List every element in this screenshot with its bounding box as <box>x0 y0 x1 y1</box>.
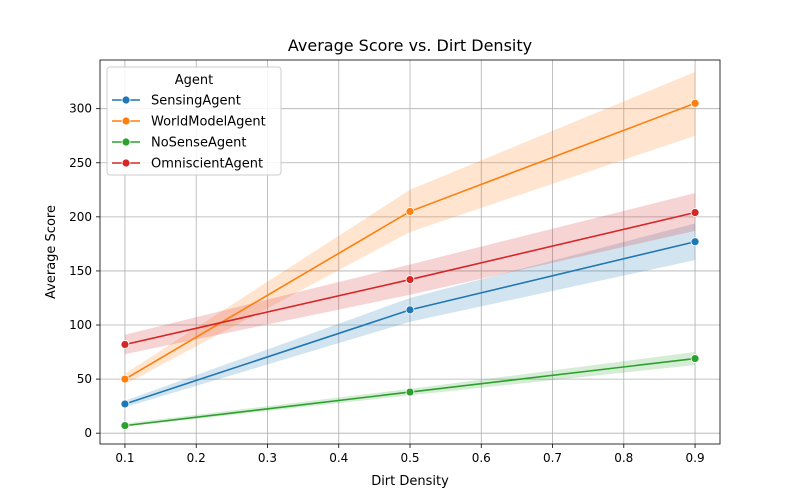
grid <box>100 60 720 444</box>
x-tick-label: 0.4 <box>329 451 348 465</box>
x-tick-label: 0.3 <box>258 451 277 465</box>
point-WorldModelAgent <box>690 98 700 108</box>
legend-label: WorldModelAgent <box>151 115 266 130</box>
y-axis-ticks: 0 50 100 150 200 250 300 <box>69 102 100 440</box>
band-WorldModelAgent <box>124 71 696 385</box>
x-tick-label: 0.1 <box>115 451 134 465</box>
x-axis-label: Dirt Density <box>371 474 449 489</box>
legend-label: NoSenseAgent <box>151 136 246 151</box>
y-tick-label: 50 <box>77 372 92 386</box>
point-SensingAgent <box>120 399 130 409</box>
legend-box <box>106 66 282 176</box>
legend-title: Agent <box>175 73 213 88</box>
x-tick-label: 0.6 <box>472 451 491 465</box>
point-OmniscientAgent <box>690 208 700 217</box>
legend-label: SensingAgent <box>151 94 241 109</box>
point-NoSenseAgent <box>690 354 700 363</box>
point-SensingAgent <box>405 305 415 315</box>
point-OmniscientAgent <box>120 340 130 349</box>
legend-marker-OmniscientAgent <box>121 158 131 168</box>
legend-label: OmniscientAgent <box>151 157 263 172</box>
point-OmniscientAgent <box>405 275 415 284</box>
x-tick-label: 0.9 <box>686 451 705 465</box>
chart-title: Average Score vs. Dirt Density <box>288 36 532 55</box>
y-tick-label: 200 <box>69 210 92 224</box>
y-tick-label: 300 <box>69 102 92 116</box>
legend-marker-NoSenseAgent <box>121 137 131 147</box>
x-axis-ticks: 0.1 0.2 0.3 0.4 0.5 0.6 0.7 0.8 0.9 <box>115 444 705 465</box>
legend-marker-WorldModelAgent <box>121 116 131 126</box>
y-tick-label: 250 <box>69 156 92 170</box>
y-tick-label: 150 <box>69 264 92 278</box>
point-NoSenseAgent <box>120 421 130 431</box>
band-SensingAgent <box>124 223 696 408</box>
legend-marker-SensingAgent <box>121 95 131 105</box>
band-OmniscientAgent <box>124 193 696 355</box>
x-tick-label: 0.2 <box>187 451 206 465</box>
point-NoSenseAgent <box>405 387 415 397</box>
x-tick-label: 0.5 <box>400 451 419 465</box>
series-points <box>120 98 700 431</box>
point-SensingAgent <box>690 237 700 247</box>
point-WorldModelAgent <box>405 207 415 216</box>
point-WorldModelAgent <box>120 374 130 384</box>
y-axis-label: Average Score <box>44 205 59 299</box>
y-tick-label: 100 <box>69 318 92 332</box>
legend: Agent SensingAgent WorldModelAgent NoSense… <box>106 66 282 176</box>
x-tick-label: 0.8 <box>614 451 633 465</box>
y-tick-label: 0 <box>84 426 92 440</box>
x-tick-label: 0.7 <box>543 451 562 465</box>
